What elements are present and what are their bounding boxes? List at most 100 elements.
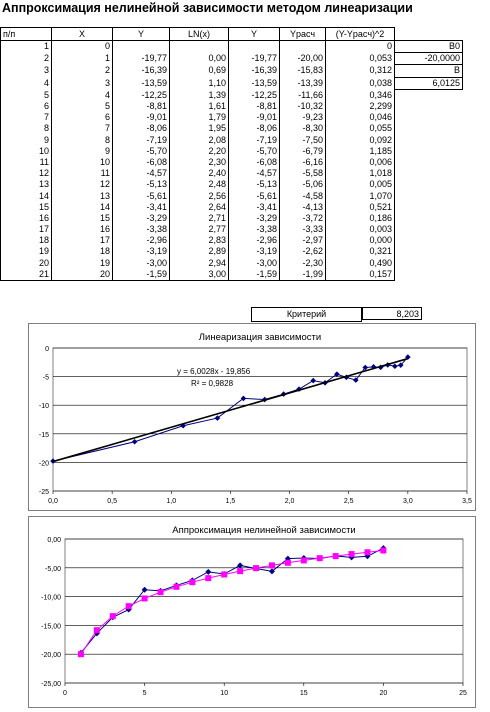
empty-cell[interactable] [395,112,463,123]
empty-cell[interactable] [395,213,463,224]
table-cell[interactable]: 20 [51,268,113,281]
table-cell[interactable]: -1,59 [112,268,170,281]
coefficient-cell[interactable]: B0 [394,39,463,54]
table-cell[interactable]: 1,185 [325,145,395,157]
table-cell[interactable]: -3,29 [112,212,170,224]
table-cell[interactable]: 0,006 [325,156,395,169]
table-cell[interactable]: -13,39 [279,77,326,90]
empty-cell[interactable] [395,89,463,101]
table-cell[interactable]: 0,157 [325,268,395,281]
table-cell[interactable]: -5,70 [228,145,280,157]
table-cell[interactable]: 0,346 [325,89,395,101]
table-cell[interactable]: -16,39 [228,64,280,78]
empty-cell[interactable] [395,123,463,134]
table-cell[interactable]: 0,69 [169,64,229,78]
table-cell[interactable]: -3,29 [228,212,280,224]
table-cell[interactable]: 9 [51,145,113,157]
table-cell[interactable]: 16 [51,224,113,236]
table-cell[interactable]: -3,00 [112,257,170,269]
table-cell[interactable]: -8,06 [228,123,280,135]
table-cell[interactable]: 20 [0,257,52,269]
table-cell[interactable]: -2,62 [279,246,326,258]
table-cell[interactable]: -13,59 [112,77,170,90]
table-cell[interactable]: 2 [51,64,113,78]
empty-cell[interactable] [395,224,463,235]
table-cell[interactable]: -16,39 [112,64,170,78]
table-cell[interactable]: 2,08 [169,134,229,146]
table-cell[interactable]: 0,055 [325,123,395,135]
table-cell[interactable]: -5,06 [279,179,326,191]
table-cell[interactable]: 13 [0,179,52,191]
table-cell[interactable]: -4,58 [279,190,326,202]
table-cell[interactable]: -1,99 [279,268,326,281]
table-cell[interactable]: -12,25 [228,89,280,101]
table-cell[interactable]: 12 [51,179,113,191]
table-cell[interactable]: -4,57 [112,168,170,180]
table-cell[interactable]: 0,490 [325,257,395,269]
table-cell[interactable]: -8,81 [112,100,170,113]
table-cell[interactable]: 1,018 [325,168,395,180]
coefficient-cell[interactable]: -20,0000 [394,52,463,66]
table-cell[interactable]: -8,06 [112,123,170,135]
empty-cell[interactable] [395,190,463,201]
table-cell[interactable]: 1,39 [169,89,229,101]
empty-cell[interactable] [395,157,463,168]
table-cell[interactable]: 1,95 [169,123,229,135]
empty-cell[interactable] [395,258,463,269]
table-cell[interactable]: 1,79 [169,112,229,124]
table-cell[interactable]: -3,72 [279,212,326,224]
table-cell[interactable]: 2,48 [169,179,229,191]
table-cell[interactable]: -19,77 [228,52,280,65]
table-cell[interactable]: -7,50 [279,134,326,146]
table-cell[interactable]: 0 [325,40,395,53]
table-cell[interactable]: 3 [51,77,113,90]
table-cell[interactable]: 2 [0,52,52,65]
table-cell[interactable]: -5,61 [228,190,280,202]
table-cell[interactable]: 6 [51,112,113,124]
table-cell[interactable]: 15 [51,212,113,224]
table-cell[interactable] [228,40,280,53]
table-cell[interactable]: -19,77 [112,52,170,65]
chart-approximation[interactable]: Аппроксимация нелинейной зависимости 0,00… [28,516,476,708]
table-cell[interactable]: 12 [0,168,52,180]
table-cell[interactable]: 8 [0,123,52,135]
table-cell[interactable]: 13 [51,190,113,202]
table-cell[interactable]: -7,19 [112,134,170,146]
table-cell[interactable]: -6,08 [112,156,170,169]
table-cell[interactable]: 2,30 [169,156,229,169]
table-cell[interactable]: 9 [0,134,52,146]
table-cell[interactable]: -8,30 [279,123,326,135]
table-cell[interactable]: 0,046 [325,112,395,124]
table-cell[interactable]: -10,32 [279,100,326,113]
table-cell[interactable]: -3,33 [279,224,326,236]
table-cell[interactable]: -5,70 [112,145,170,157]
table-cell[interactable]: 0,005 [325,179,395,191]
table-cell[interactable]: 15 [0,201,52,213]
table-cell[interactable]: 19 [0,246,52,258]
table-cell[interactable]: 0,312 [325,64,395,78]
table-cell[interactable]: -6,08 [228,156,280,169]
empty-cell[interactable] [395,179,463,190]
table-cell[interactable]: 2,64 [169,201,229,213]
table-cell[interactable]: 11 [51,168,113,180]
table-cell[interactable]: 0,003 [325,224,395,236]
table-cell[interactable]: 10 [0,145,52,157]
table-cell[interactable]: -4,13 [279,201,326,213]
table-cell[interactable]: 2,94 [169,257,229,269]
table-cell[interactable]: 0,092 [325,134,395,146]
table-cell[interactable] [112,40,170,53]
table-cell[interactable]: 2,77 [169,224,229,236]
empty-cell[interactable] [395,146,463,157]
table-cell[interactable]: -5,61 [112,190,170,202]
table-cell[interactable]: 19 [51,257,113,269]
empty-cell[interactable] [395,101,463,112]
table-cell[interactable]: 1,070 [325,190,395,202]
table-cell[interactable]: 1 [0,40,52,53]
table-cell[interactable]: 8 [51,134,113,146]
coefficient-cell[interactable]: B [394,64,463,78]
table-cell[interactable]: -6,79 [279,145,326,157]
table-cell[interactable]: 5 [0,89,52,101]
empty-cell[interactable] [395,135,463,146]
table-cell[interactable]: 7 [0,112,52,124]
table-cell[interactable]: 1 [51,52,113,65]
